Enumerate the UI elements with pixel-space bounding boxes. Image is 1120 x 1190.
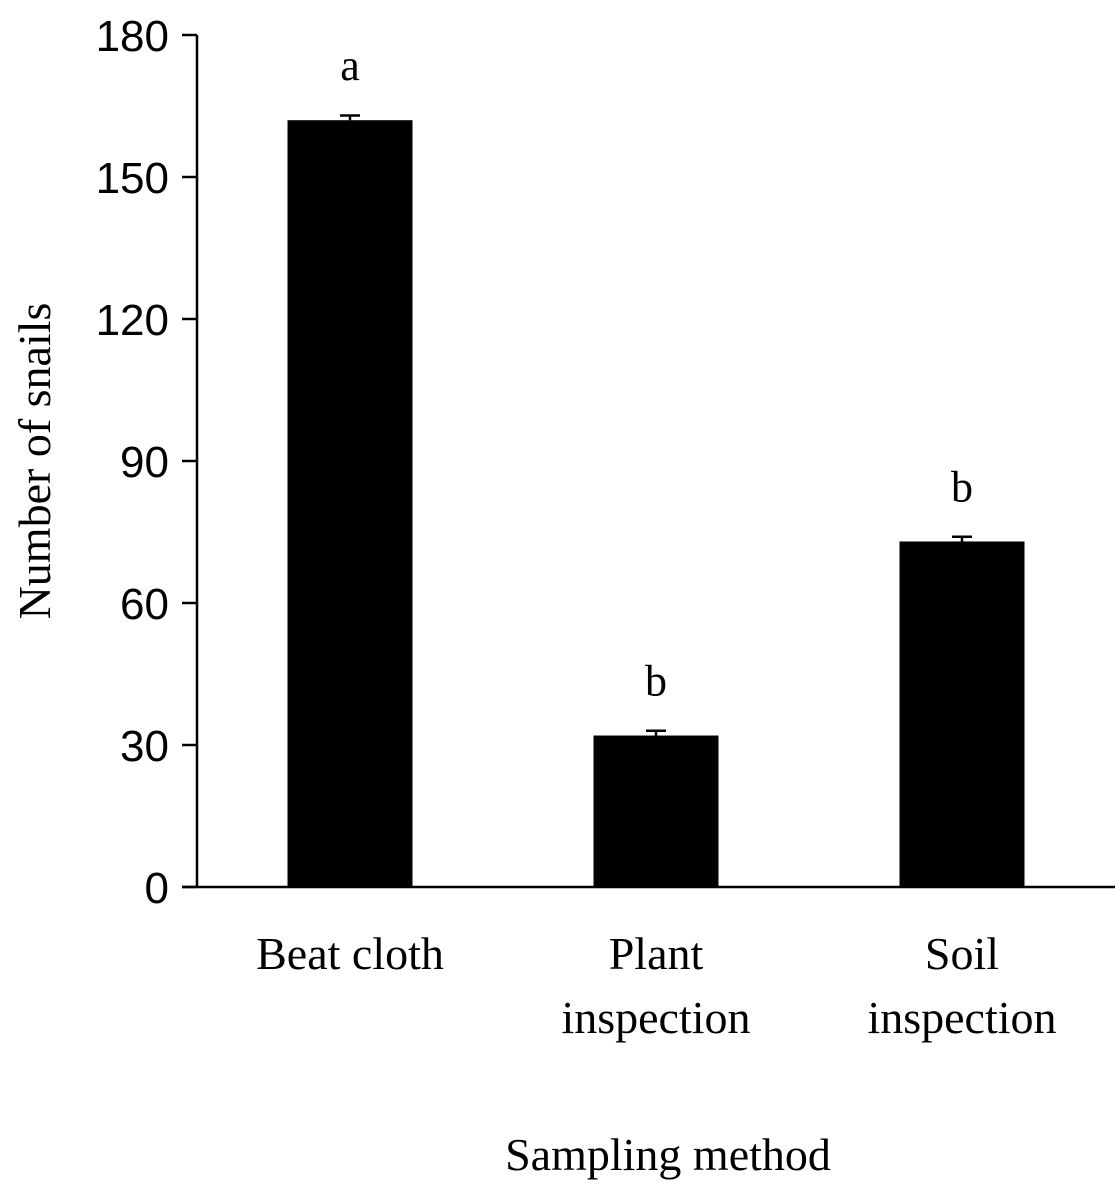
bars: a b b (287, 41, 1025, 887)
y-axis: 0 30 60 90 120 150 180 (96, 12, 199, 913)
significance-letter: b (951, 462, 973, 511)
bar (287, 120, 413, 887)
x-axis-title: Sampling method (505, 1129, 831, 1180)
significance-letter: a (340, 41, 360, 90)
x-tick-label: Plant inspection (561, 928, 750, 1043)
x-tick-label: Beat cloth (256, 928, 444, 979)
y-axis-title: Number of snails (9, 303, 60, 620)
y-tick-label: 30 (120, 722, 169, 771)
significance-letter: b (645, 657, 667, 706)
x-tick-label: Soil inspection (867, 928, 1056, 1043)
y-tick-label: 60 (120, 580, 169, 629)
category-labels: Beat cloth Plant inspection Soil inspection (256, 928, 1056, 1043)
bar (899, 541, 1025, 887)
y-tick-label: 150 (96, 154, 169, 203)
y-tick-label: 90 (120, 438, 169, 487)
y-tick-label: 120 (96, 296, 169, 345)
y-tick-label: 180 (96, 12, 169, 61)
bar (593, 735, 719, 887)
y-tick-label: 0 (145, 864, 169, 913)
